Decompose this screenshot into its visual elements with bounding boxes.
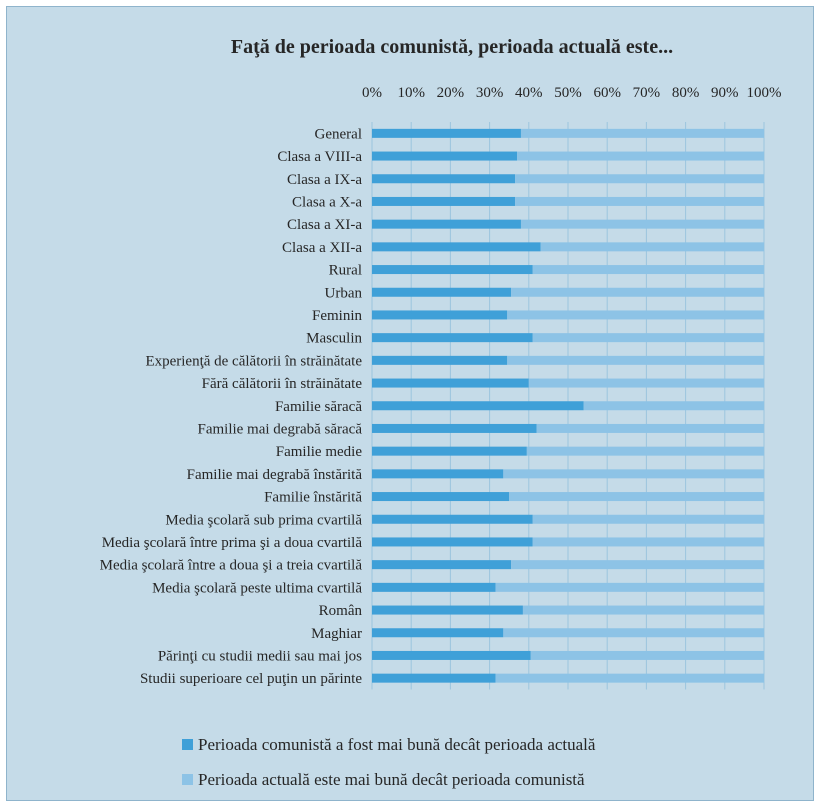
bar-segment-communist-better [372,310,508,320]
bar-segment-current-better [503,628,764,638]
bar-segment-current-better [520,219,764,229]
category-label: Media şcolară sub prima cvartilă [165,512,362,528]
bar-segment-current-better [540,242,764,252]
bar-segment-communist-better [372,287,512,297]
bar-segment-current-better [520,128,764,138]
bar-segment-communist-better [372,423,537,433]
stacked-bar-chart: Faţă de perioada comunistă, perioada act… [100,36,782,789]
bar-segment-communist-better [372,401,584,411]
bar-segment-communist-better [372,514,533,524]
x-tick-label: 0% [362,85,382,101]
category-label: Maghiar [311,626,362,642]
category-label: Clasa a X-a [292,194,362,210]
bar-segment-communist-better [372,174,516,184]
legend: Perioada comunistă a fost mai bună decât… [182,735,596,789]
bar-segment-communist-better [372,492,510,502]
category-label: Clasa a IX-a [287,172,362,188]
bar-segment-communist-better [372,537,533,547]
bar-segment-current-better [511,287,764,297]
bar-segment-current-better [509,492,764,502]
bars [372,128,764,683]
bar-segment-current-better [511,560,764,570]
bar-segment-current-better [515,196,764,206]
bar-segment-communist-better [372,650,531,660]
legend-label: Perioada actuală este mai bună decât per… [198,770,585,789]
bar-segment-current-better [526,446,764,456]
chart-title: Faţă de perioada comunistă, perioada act… [231,36,673,58]
category-label: Studii superioare cel puţin un părinte [140,671,362,687]
bar-segment-communist-better [372,446,527,456]
bar-segment-current-better [495,582,764,592]
category-label: Urban [325,285,363,301]
bar-segment-communist-better [372,333,533,343]
category-label: Familie înstărită [264,490,362,506]
category-label: Masculin [306,331,362,347]
category-label: Media şcolară între a doua şi a treia cv… [100,558,363,574]
x-tick-label: 70% [633,85,661,101]
bar-segment-current-better [503,469,764,479]
category-label: Clasa a XI-a [287,217,362,233]
bar-segment-current-better [536,423,764,433]
bar-segment-communist-better [372,355,508,365]
bar-segment-current-better [522,605,764,615]
bar-segment-communist-better [372,605,523,615]
legend-swatch [182,739,193,750]
bar-segment-communist-better [372,151,518,161]
category-label: Feminin [312,308,363,324]
x-tick-label: 20% [437,85,465,101]
bar-segment-communist-better [372,265,533,275]
x-tick-label: 60% [593,85,621,101]
bar-segment-communist-better [372,128,521,138]
x-tick-label: 100% [747,85,782,101]
chart-frame: Faţă de perioada comunistă, perioada act… [6,6,814,801]
bar-segment-current-better [583,401,764,411]
category-label: Familie săracă [275,399,362,415]
category-label: Familie medie [276,444,363,460]
bar-segment-communist-better [372,628,504,638]
bar-segment-communist-better [372,469,504,479]
bar-segment-communist-better [372,242,541,252]
x-tick-label: 30% [476,85,504,101]
bar-segment-current-better [515,174,764,184]
category-labels: General Clasa a VIII-a Clasa a IX-a Clasa a… [100,126,363,687]
category-label: Român [319,603,363,619]
bar-segment-communist-better [372,673,496,683]
bar-segment-current-better [530,650,764,660]
category-label: Rural [329,263,362,279]
bar-segment-current-better [532,333,764,343]
bar-segment-current-better [517,151,764,161]
bar-segment-communist-better [372,378,529,388]
bar-segment-communist-better [372,582,496,592]
bar-segment-communist-better [372,196,516,206]
category-label: Familie mai degrabă înstărită [187,467,363,483]
x-tick-label: 80% [672,85,700,101]
x-tick-label: 40% [515,85,543,101]
category-label: Părinţi cu studii medii sau mai jos [158,648,362,664]
x-axis-ticks: 0% 10% 20% 30% 40% 50% 60% 70% 80% 90% 100% [362,85,782,101]
x-tick-label: 90% [711,85,739,101]
legend-label: Perioada comunistă a fost mai bună decât… [198,735,596,754]
bar-segment-current-better [532,537,764,547]
x-tick-label: 50% [554,85,582,101]
bar-segment-communist-better [372,560,512,570]
category-label: Media şcolară între prima şi a doua cvar… [102,535,363,551]
legend-swatch [182,774,193,785]
bar-segment-current-better [532,514,764,524]
x-tick-label: 10% [397,85,425,101]
category-label: Fără călătorii în străinătate [202,376,363,392]
category-label: Media şcolară peste ultima cvartilă [152,580,362,596]
bar-segment-current-better [532,265,764,275]
category-label: Familie mai degrabă săracă [197,421,362,437]
category-label: General [315,126,362,142]
category-label: Clasa a VIII-a [277,149,362,165]
bar-segment-current-better [507,310,764,320]
bar-segment-current-better [507,355,764,365]
category-label: Experienţă de călătorii în străinătate [145,353,362,369]
bar-segment-current-better [528,378,764,388]
bar-segment-communist-better [372,219,521,229]
bar-segment-current-better [495,673,764,683]
category-label: Clasa a XII-a [282,240,362,256]
